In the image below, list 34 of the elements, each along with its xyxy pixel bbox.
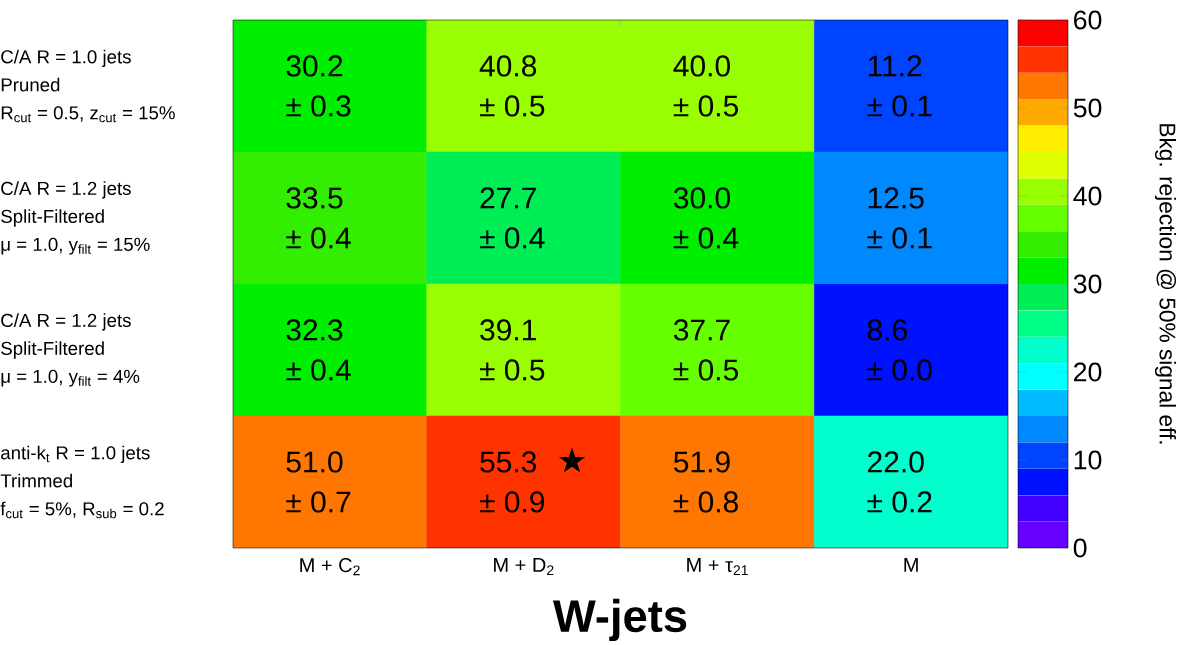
color-bar-label: 50 [1073,98,1102,118]
data-label: 55.3 ± 0.9 [479,451,545,513]
color-bar-label: 20 [1074,362,1102,382]
color-bar-label: 40 [1073,186,1102,206]
data-label: 12.5 ± 0.1 [867,187,932,249]
color-bar-label: 60 [1074,10,1102,30]
color-bar-label: 30 [1073,274,1102,294]
data-label: 22.0 ± 0.2 [867,451,932,513]
category-label: anti-k$_{t}$ R = 1.0 jets Trimmed f$_{cut}$ = 5%, R$_{sub}$ = 0.2 [0,445,164,519]
color-bar-title: Bkg. rejection @ 50% signal eff. [1154,124,1177,444]
data-label: 51.0 ± 0.7 [286,451,351,513]
data-label: 32.3 ± 0.4 [286,319,351,381]
data-label: 30.2 ± 0.3 [286,55,351,117]
data-label: 51.9 ± 0.8 [673,451,738,513]
color-bar-label: 10 [1074,450,1102,470]
data-label: 30.0 ± 0.4 [673,187,739,249]
data-label: 40.0 ± 0.5 [673,55,739,117]
y-tick-label: C/A R = 1.2 jets Split-Filtered μ = 1.0, y$_{filt}$ = 15% [1,181,150,255]
annotation: ★ [558,447,586,473]
data-label: 27.7 ± 0.4 [479,187,545,249]
data-label: 33.5 ± 0.4 [286,187,351,249]
x-tick-label: M + C$_{2}$ [300,558,360,576]
color-bar-label: 0 [1073,538,1087,558]
x-tick-label: M + D$_{2}$ [494,558,554,575]
data-label: 8.6 ± 0.0 [867,319,932,381]
x-axis-title: W-jets [553,598,687,642]
x-tick-label: M [904,558,918,572]
data-label: 37.7 ± 0.5 [673,319,739,381]
data-label: 11.2 ± 0.1 [867,55,932,117]
data-label: 40.8 ± 0.5 [479,55,545,117]
data-label: 39.1 ± 0.5 [479,319,545,381]
y-tick-label: C/A R = 1.0 jets Pruned R$_{cut}$ = 0.5, z$_{cut}$ = 15% [1,49,175,123]
x-tick-label: M + τ$_{21}$ [687,558,748,575]
y-tick-label: C/A R = 1.2 jets Split-Filtered μ = 1.0, y$_{filt}$ = 4% [1,313,140,387]
